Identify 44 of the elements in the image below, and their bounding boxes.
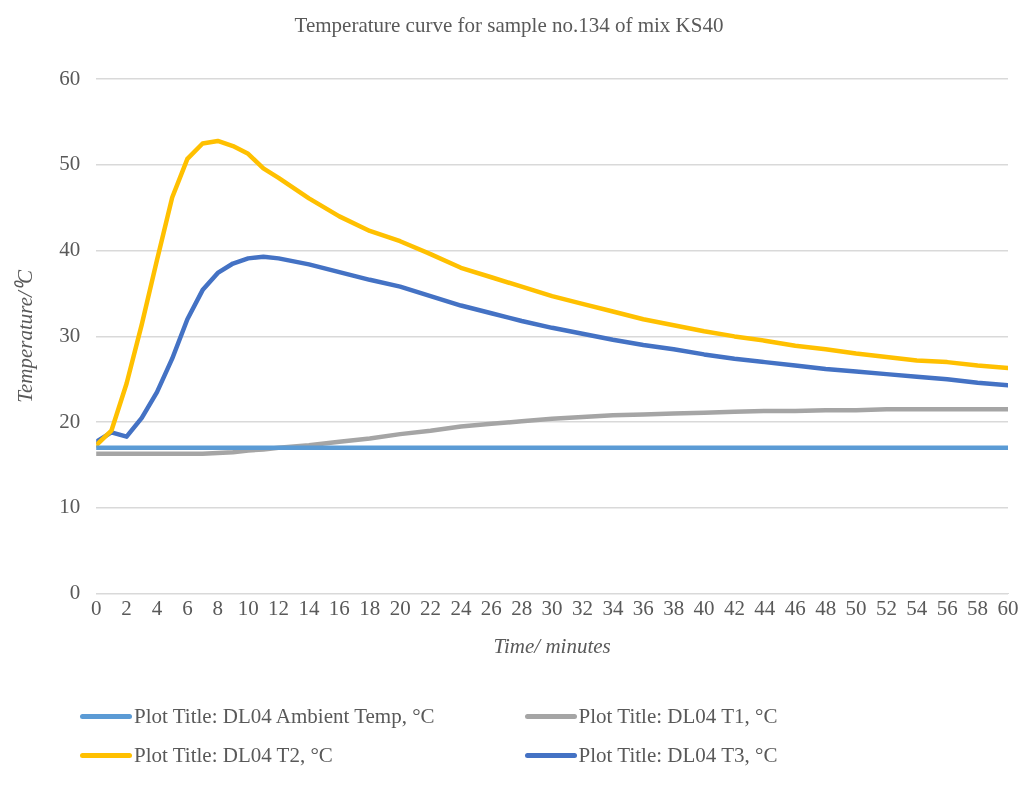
x-tick-label: 24 bbox=[450, 595, 472, 620]
legend-label: Plot Title: DL04 Ambient Temp, °C bbox=[134, 704, 435, 729]
x-tick-label: 20 bbox=[389, 595, 411, 620]
y-tick-label: 40 bbox=[59, 237, 81, 262]
x-tick-label: 48 bbox=[815, 595, 837, 620]
x-tick-label: 8 bbox=[212, 595, 224, 620]
x-tick-label: 6 bbox=[182, 595, 193, 620]
y-tick-label: 20 bbox=[59, 408, 81, 433]
legend-label: Plot Title: DL04 T3, °C bbox=[578, 743, 778, 768]
y-tick-label: 60 bbox=[59, 65, 81, 90]
x-tick-label: 50 bbox=[845, 595, 867, 620]
x-tick-label: 2 bbox=[121, 595, 132, 620]
x-tick-label: 42 bbox=[723, 595, 745, 620]
x-tick-label: 38 bbox=[663, 595, 685, 620]
legend-label: Plot Title: DL04 T2, °C bbox=[134, 743, 333, 768]
x-tick-label: 14 bbox=[298, 595, 320, 620]
x-tick-label: 34 bbox=[602, 595, 624, 620]
x-tick-label: 32 bbox=[571, 595, 593, 620]
x-tick-label: 30 bbox=[541, 595, 563, 620]
x-tick-label: 56 bbox=[936, 595, 958, 620]
y-tick-label: 10 bbox=[59, 494, 81, 519]
x-tick-label: 22 bbox=[420, 595, 442, 620]
x-tick-label: 4 bbox=[151, 595, 163, 620]
x-tick-label: 12 bbox=[268, 595, 290, 620]
x-tick-label: 46 bbox=[784, 595, 806, 620]
x-tick-label: 26 bbox=[480, 595, 502, 620]
x-tick-label: 58 bbox=[967, 595, 989, 620]
chart-title: Temperature curve for sample no.134 of mix KS40 bbox=[294, 13, 724, 38]
x-tick-label: 36 bbox=[632, 595, 654, 620]
y-tick-label: 30 bbox=[59, 322, 81, 347]
y-axis-title: Temperature/⁰C bbox=[13, 269, 38, 403]
legend-label: Plot Title: DL04 T1, °C bbox=[578, 704, 778, 729]
x-tick-label: 0 bbox=[90, 595, 102, 620]
x-tick-label: 44 bbox=[754, 595, 776, 620]
x-axis-title: Time/ minutes bbox=[493, 633, 611, 658]
x-tick-label: 18 bbox=[359, 595, 381, 620]
x-tick-label: 60 bbox=[997, 595, 1019, 620]
y-tick-label: 50 bbox=[59, 151, 81, 176]
x-tick-label: 10 bbox=[237, 595, 259, 620]
x-tick-label: 28 bbox=[511, 595, 533, 620]
x-tick-label: 40 bbox=[693, 595, 715, 620]
x-tick-label: 16 bbox=[328, 595, 350, 620]
x-tick-label: 52 bbox=[875, 595, 897, 620]
x-tick-label: 54 bbox=[906, 595, 928, 620]
